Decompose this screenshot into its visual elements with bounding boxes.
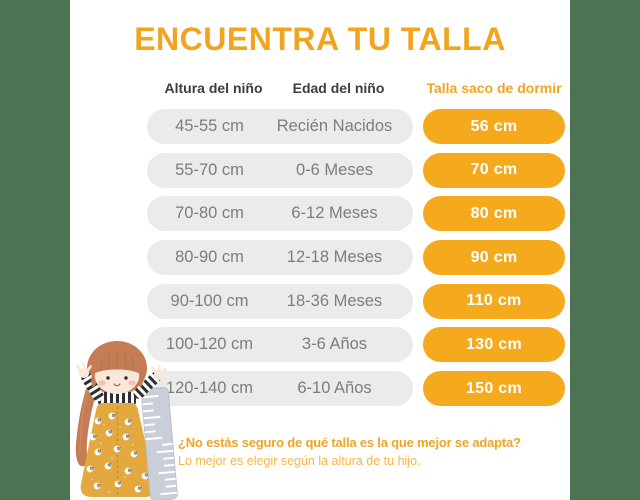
- height-value: 100-120 cm: [165, 335, 254, 354]
- age-value: 0-6 Meses: [295, 160, 374, 179]
- table-row: 90-100 cm 18-36 Meses 110 cm: [147, 283, 565, 319]
- age-value: 3-6 Años: [301, 335, 368, 354]
- girl-left-arm: [81, 372, 104, 402]
- column-header-height: Altura del niño: [164, 80, 263, 96]
- size-value: 70 cm: [470, 161, 518, 179]
- height-value: 70-80 cm: [175, 204, 244, 223]
- girl-striped-shirt: [98, 392, 136, 406]
- footer-advice: Lo mejor es elegir según la altura de tu…: [178, 454, 421, 468]
- height-age-pill: 45-55 cm Recién Nacidos: [147, 109, 413, 144]
- column-header-age: Edad del niño: [292, 80, 385, 96]
- height-age-pill: 55-70 cm 0-6 Meses: [147, 152, 413, 188]
- table-row: 45-55 cm Recién Nacidos 56 cm: [147, 109, 565, 144]
- height-value: 80-90 cm: [175, 248, 244, 267]
- size-value: 110 cm: [466, 292, 522, 310]
- age-value: 6-12 Meses: [291, 204, 378, 223]
- height-age-pill: 70-80 cm 6-12 Meses: [147, 196, 413, 232]
- height-age-pill: 80-90 cm 12-18 Meses: [147, 240, 413, 276]
- height-value: 45-55 cm: [175, 117, 244, 135]
- girl-in-sleeping-bag-illustration: [75, 341, 178, 500]
- ruler-icon: [140, 387, 178, 500]
- age-value: Recién Nacidos: [276, 117, 393, 135]
- age-value: 18-36 Meses: [286, 291, 383, 310]
- table-row: 100-120 cm 3-6 Años 130 cm: [147, 327, 565, 363]
- size-pill: 90 cm: [423, 240, 565, 276]
- page-title: ENCUENTRA TU TALLA: [134, 21, 506, 57]
- footer-note: ¿No estás seguro de qué talla es la que …: [178, 435, 521, 468]
- size-value: 80 cm: [470, 204, 518, 222]
- size-value: 90 cm: [470, 248, 518, 266]
- size-value: 130 cm: [465, 335, 523, 353]
- right-green-band: [570, 0, 640, 500]
- size-pill: 150 cm: [423, 371, 565, 407]
- sleeping-bag-pattern: [86, 411, 149, 493]
- size-pill: 70 cm: [423, 152, 565, 188]
- age-value: 12-18 Meses: [286, 248, 383, 267]
- height-age-pill: 90-100 cm 18-36 Meses: [147, 283, 413, 319]
- column-header-size: Talla saco de dormir: [426, 80, 562, 96]
- size-table: 45-55 cm Recién Nacidos 56 cm 55-70 cm 0-6 M…: [147, 109, 565, 407]
- girl-right-arm: [133, 371, 161, 399]
- footer-question: ¿No estás seguro de qué talla es la que …: [178, 435, 521, 450]
- table-row: 55-70 cm 0-6 Meses 70 cm: [147, 152, 565, 188]
- height-value: 55-70 cm: [175, 160, 244, 179]
- height-age-pill: 120-140 cm 6-10 Años: [147, 371, 413, 407]
- girl-hands: [76, 362, 167, 381]
- size-value: 56 cm: [470, 117, 518, 135]
- table-row: 70-80 cm 6-12 Meses 80 cm: [147, 196, 565, 232]
- age-value: 6-10 Años: [297, 379, 372, 398]
- table-row: 80-90 cm 12-18 Meses 90 cm: [147, 240, 565, 276]
- size-pill: 110 cm: [423, 283, 565, 319]
- height-value: 120-140 cm: [165, 379, 254, 398]
- height-value: 90-100 cm: [170, 291, 249, 310]
- table-row: 120-140 cm 6-10 Años 150 cm: [147, 371, 565, 407]
- size-pill: 56 cm: [423, 109, 565, 144]
- size-pill: 130 cm: [423, 327, 565, 363]
- left-green-band: [0, 0, 70, 500]
- size-value: 150 cm: [465, 379, 523, 397]
- size-pill: 80 cm: [423, 196, 565, 232]
- height-age-pill: 100-120 cm 3-6 Años: [147, 327, 413, 363]
